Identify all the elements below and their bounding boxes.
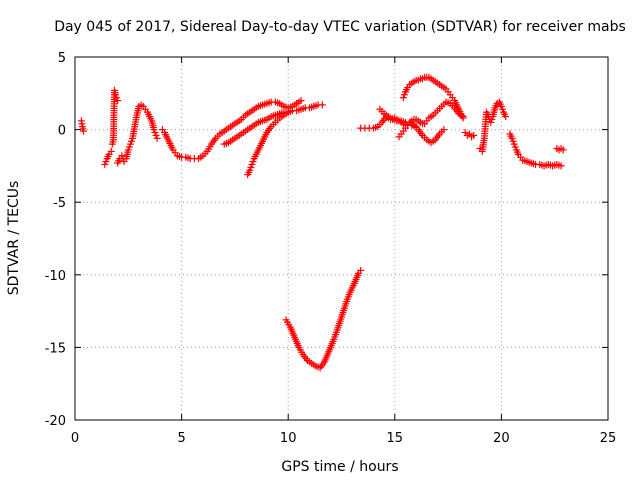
series-arc-a [77,117,88,135]
grid [75,57,608,420]
data-points [77,73,567,372]
data-point [440,126,448,134]
y-tick-label: -15 [45,341,66,356]
data-point [80,127,88,135]
y-tick-label: -5 [53,196,66,211]
series-arc-p [553,144,567,154]
y-tick-label: -10 [45,269,66,284]
data-point [470,131,478,139]
data-point [318,101,326,109]
x-tick-label: 20 [493,431,510,446]
series-arc-d [114,101,161,167]
data-point [153,134,161,142]
series-arc-c [108,86,122,148]
y-axis-label: SDTVAR / TECUs [6,181,22,296]
y-tick-label: -20 [45,414,66,429]
data-point [284,108,292,116]
data-point [107,147,115,155]
series-arc-m [461,129,478,141]
x-tick-label: 25 [600,431,617,446]
series-arc-l [399,73,467,122]
chart-title: Day 045 of 2017, Sidereal Day-to-day VTE… [54,19,626,35]
series-arc-h [282,266,365,372]
series-arc-k [395,98,467,141]
series-arc-g [244,108,292,179]
x-axis-label: GPS time / hours [281,459,398,475]
series-arc-o [506,130,565,170]
data-point [114,97,122,105]
plot-frame [74,56,609,421]
x-tick-label: 5 [177,431,185,446]
series-arc-b [101,147,115,168]
series-arc-j [376,105,448,147]
data-point [502,113,510,121]
data-point [357,266,365,274]
data-point [557,162,565,170]
data-point [459,114,467,122]
axis-ticks: 0 5 10 15 20 25 5 0 -5 -10 -15 -20 [45,51,617,446]
x-tick-label: 15 [387,431,404,446]
series-arc-n [476,98,510,155]
data-point [559,146,567,154]
data-point [297,97,305,105]
y-tick-label: 0 [58,124,66,139]
x-tick-label: 10 [280,431,297,446]
x-tick-label: 0 [71,431,79,446]
y-tick-label: 5 [58,51,66,66]
series-arc-e [158,97,305,163]
